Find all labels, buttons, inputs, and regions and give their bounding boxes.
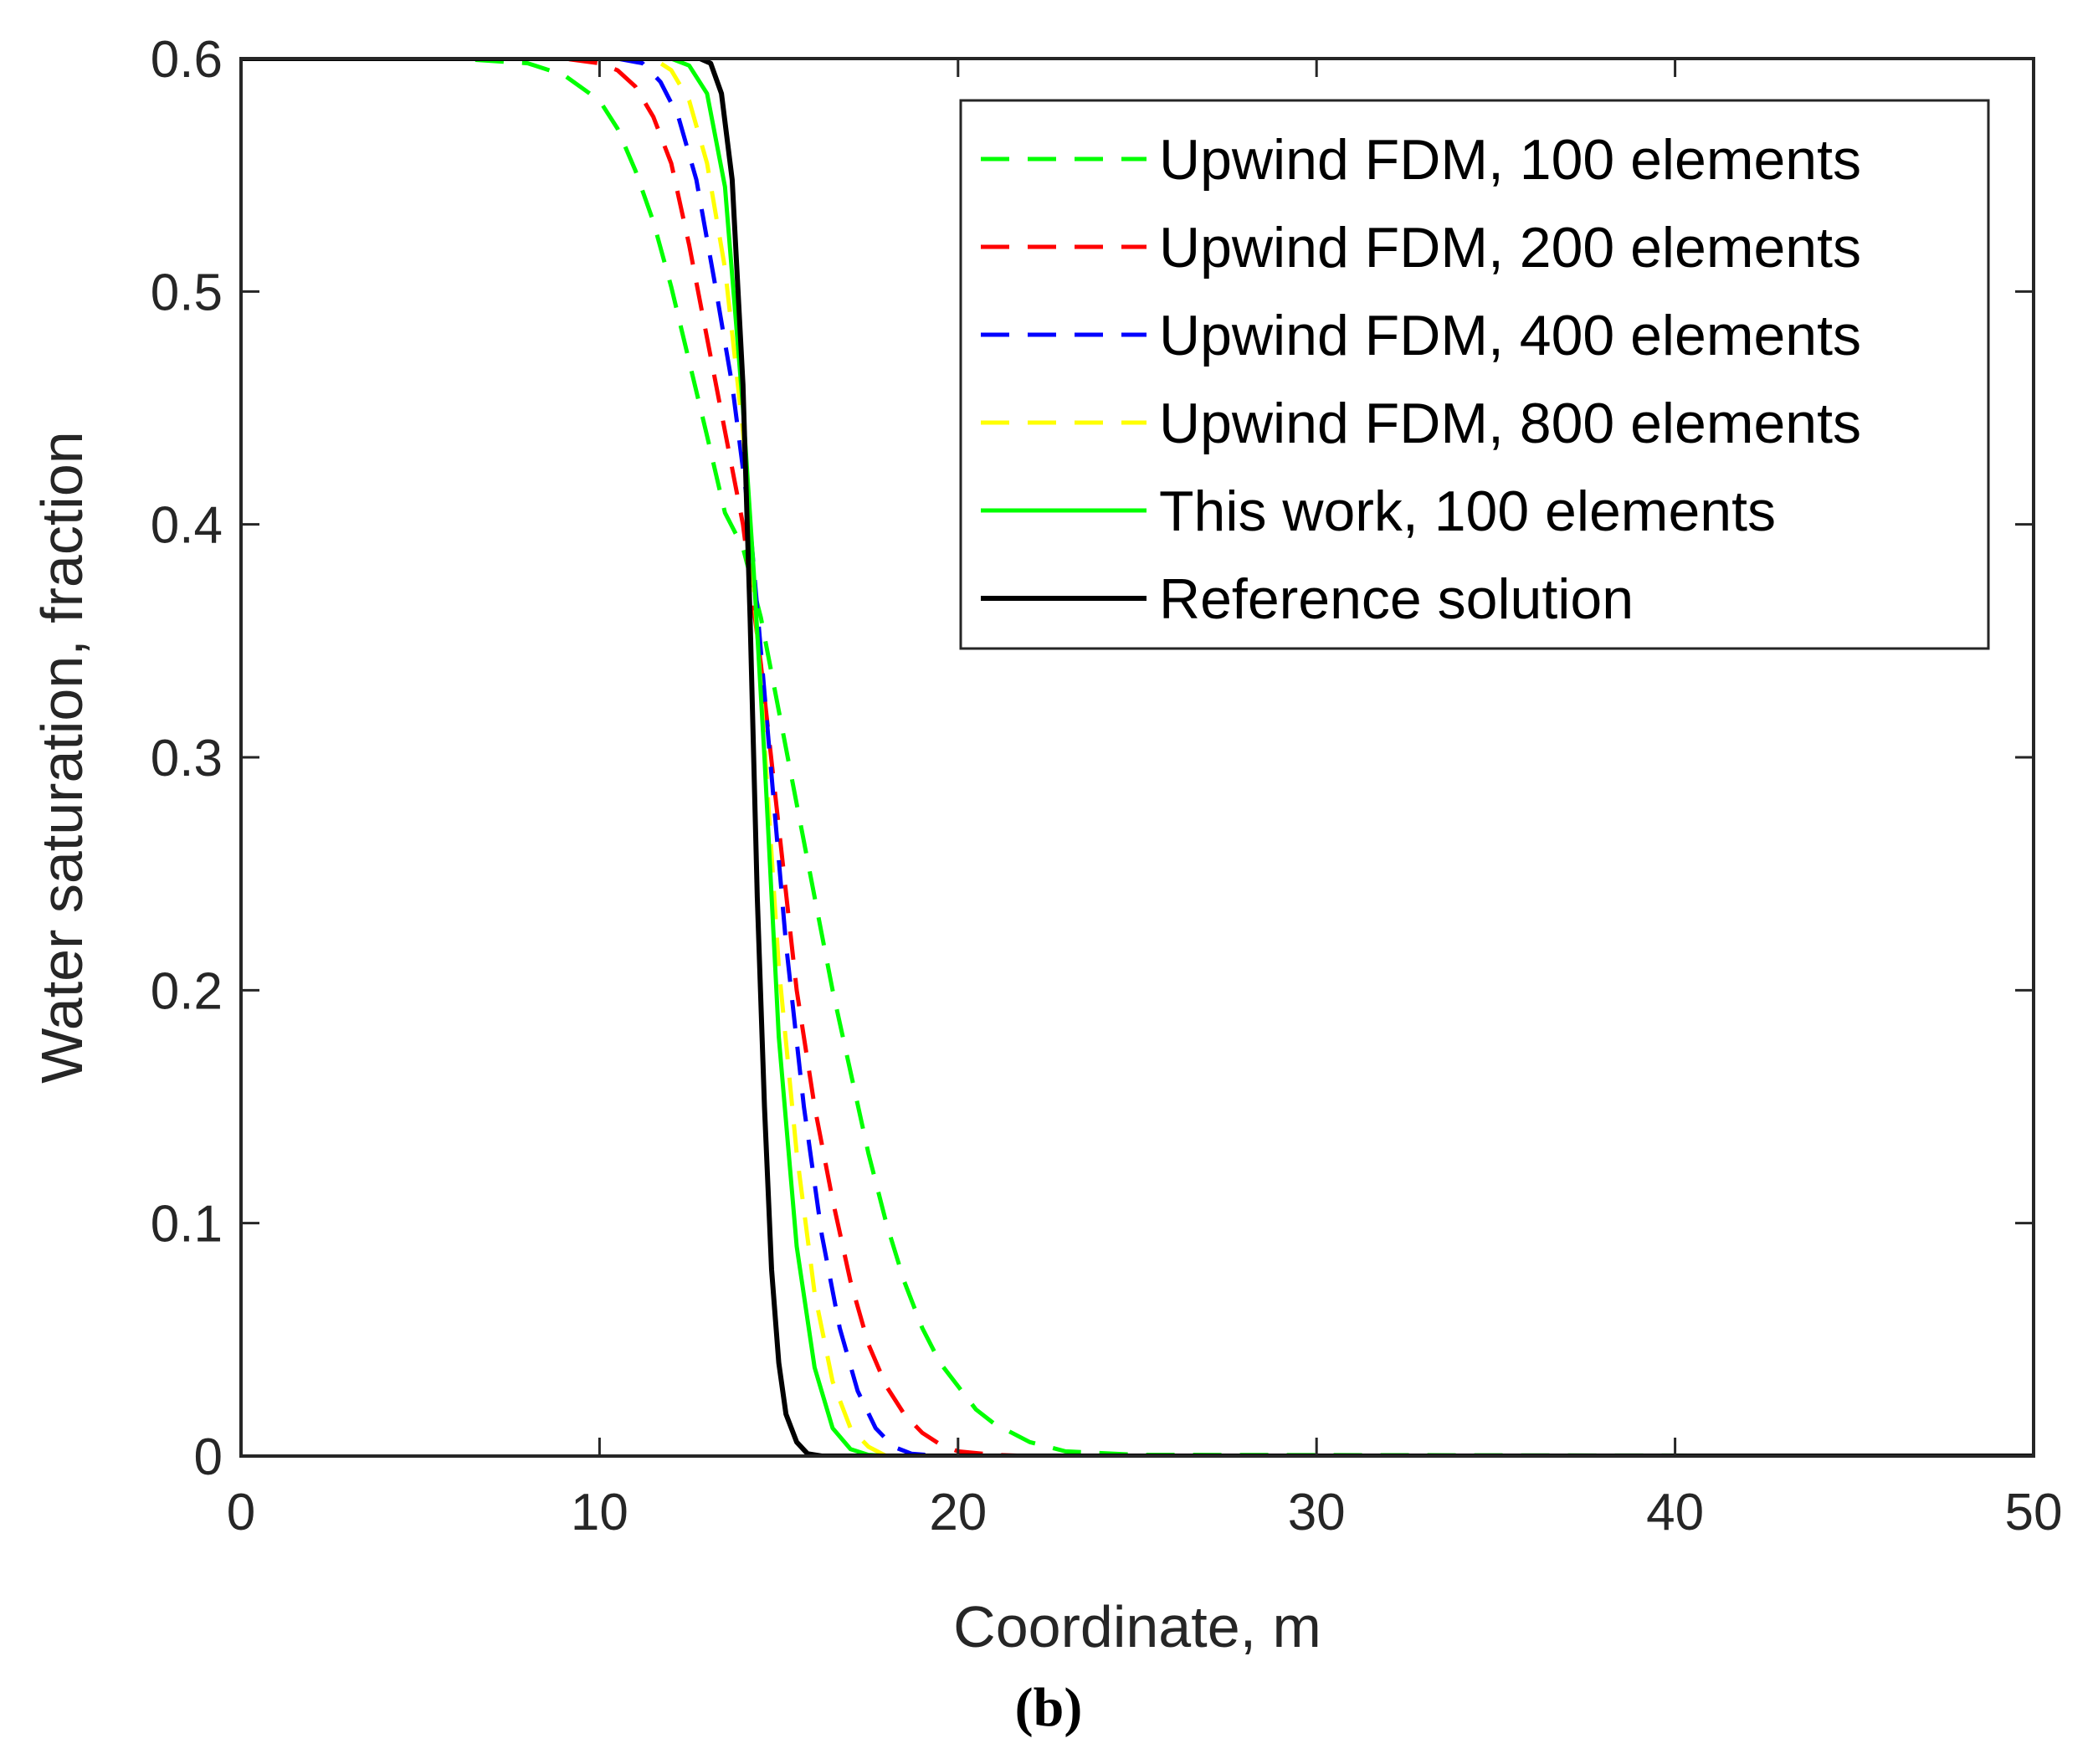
y-tick-label: 0.3 <box>151 730 223 787</box>
x-tick-label: 0 <box>227 1484 255 1541</box>
series-line-this-work-100-elements <box>241 59 2034 1456</box>
y-axis-tick-labels: 0 0.1 0.2 0.3 0.4 0.5 0.6 <box>151 31 223 1486</box>
series-line-reference-solution <box>241 59 2034 1456</box>
x-tick-label: 20 <box>929 1484 987 1541</box>
legend-box <box>959 99 1990 650</box>
axis-ticks <box>239 57 2035 1458</box>
y-tick-label: 0.2 <box>151 962 223 1020</box>
legend-label: Upwind FDM, 400 elements <box>1159 304 1861 367</box>
legend: Upwind FDM, 100 elements Upwind FDM, 200 … <box>959 99 1990 650</box>
x-tick-label: 10 <box>571 1484 628 1541</box>
x-tick-label: 40 <box>1646 1484 1704 1541</box>
legend-label: Upwind FDM, 200 elements <box>1159 216 1861 279</box>
y-tick-label: 0.6 <box>151 31 223 89</box>
y-tick-label: 0.5 <box>151 264 223 321</box>
legend-item-upwind-fdm-100-elements: Upwind FDM, 100 elements <box>981 128 1861 192</box>
x-axis-tick-labels: 0 10 20 30 40 50 <box>227 1484 2063 1541</box>
series-line-upwind-fdm-100-elements <box>241 59 2034 1456</box>
x-tick-label: 50 <box>2005 1484 2063 1541</box>
y-tick-label: 0.1 <box>151 1196 223 1254</box>
legend-label: This work, 100 elements <box>1159 479 1776 543</box>
y-tick-label: 0.4 <box>151 497 223 555</box>
legend-item-reference-solution: Reference solution <box>981 567 1634 631</box>
legend-label: Reference solution <box>1159 567 1634 631</box>
y-tick-label: 0 <box>194 1428 223 1486</box>
legend-item-upwind-fdm-800-elements: Upwind FDM, 800 elements <box>981 392 1861 455</box>
series-layer <box>241 59 2034 1456</box>
x-axis-label: Coordinate, m <box>953 1594 1321 1659</box>
legend-item-upwind-fdm-400-elements: Upwind FDM, 400 elements <box>981 304 1861 367</box>
series-line-upwind-fdm-200-elements <box>241 59 2034 1456</box>
legend-label: Upwind FDM, 800 elements <box>1159 392 1861 455</box>
legend-label: Upwind FDM, 100 elements <box>1159 128 1861 192</box>
y-axis-label: Water saturation, fraction <box>29 431 95 1083</box>
x-tick-label: 30 <box>1288 1484 1346 1541</box>
series-line-upwind-fdm-400-elements <box>241 59 2034 1456</box>
legend-item-upwind-fdm-200-elements: Upwind FDM, 200 elements <box>981 216 1861 279</box>
figure-caption: (b) <box>1015 1677 1083 1738</box>
legend-item-this-work-100-elements: This work, 100 elements <box>981 479 1776 543</box>
